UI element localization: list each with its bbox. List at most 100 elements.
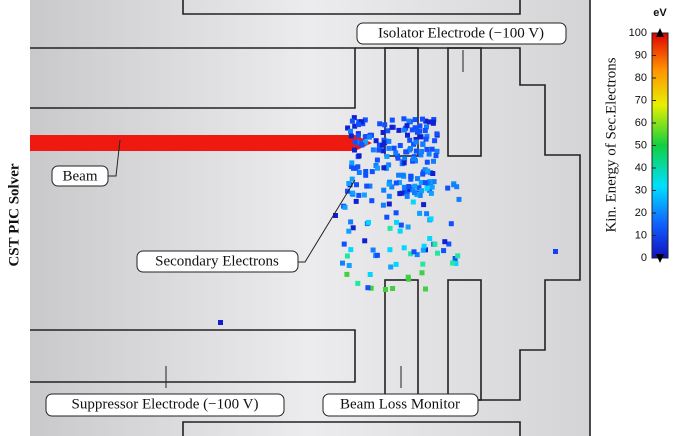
particle [345,254,350,259]
beam [30,135,372,151]
particle [402,128,407,133]
particle [432,138,437,143]
particle [405,123,410,128]
particle [349,160,354,165]
particle [381,203,386,208]
particle [441,248,446,253]
particle [434,153,439,158]
particle [423,180,428,185]
particle [394,181,399,186]
particle [390,125,395,130]
particle [390,286,395,291]
particle [405,194,410,199]
particle [455,253,460,258]
colorbar-tick-label: 60 [635,117,647,129]
particle [351,166,356,171]
particle [435,251,440,256]
particle [421,202,426,207]
particle [402,160,407,165]
particle [346,229,351,234]
particle [450,261,455,266]
particle [430,185,435,190]
particle [396,128,401,133]
particle [403,150,408,155]
particle [398,229,403,234]
particle [454,184,459,189]
particle [218,320,223,325]
particle [418,134,423,139]
particle [420,262,425,267]
particle [431,121,436,126]
particle [402,245,407,250]
colorbar-tick-label: 20 [635,207,647,219]
particle [355,281,360,286]
particle [412,184,417,189]
side-label: CST PIC Solver [6,163,22,266]
particle [364,184,369,189]
particle [383,287,388,292]
particle [411,200,416,205]
particle [352,148,357,153]
particle [417,211,422,216]
label: Isolator Electrode (−100 V) [378,25,544,41]
particle [393,150,398,155]
particle [357,170,362,175]
particle [435,149,440,154]
particle [365,285,370,290]
particle [377,121,382,126]
particle [387,182,392,187]
particle [381,130,386,135]
figure: Beam Secondary Electrons Isolator Electr… [0,0,685,436]
particle [348,129,353,134]
particle [387,202,392,207]
particle [401,116,406,121]
particle [354,182,359,187]
particle [359,143,364,148]
particle [434,131,439,136]
colorbar-tick-label: 90 [635,49,647,61]
particle [366,220,371,225]
particle [386,139,391,144]
particle [425,160,430,165]
particle [386,146,391,151]
particle [388,265,393,270]
particle [417,123,422,128]
particle [419,188,424,193]
particle [356,133,361,138]
colorbar-tick-label: 0 [641,252,647,264]
particle [346,181,351,186]
label: Beam Loss Monitor [340,396,460,412]
particle [408,177,413,182]
particle [363,169,368,174]
particle [376,148,381,153]
particle [348,247,353,252]
particle [387,194,392,199]
particle [392,146,397,151]
particle [427,236,432,241]
particle [357,153,362,158]
particle [348,219,353,224]
particle [410,127,415,132]
particle [424,137,429,142]
particle [375,166,380,171]
particle [413,117,418,122]
particle [394,210,399,215]
particle [350,119,355,124]
particle [414,149,419,154]
colorbar-tick-label: 40 [635,162,647,174]
colorbar-tick-label: 50 [635,139,647,151]
particle [398,143,403,148]
particle [362,193,367,198]
particle [371,248,376,253]
label: Beam [63,168,98,184]
particle [380,143,385,148]
particle [384,154,389,159]
particle [421,248,426,253]
particle [553,249,558,254]
particle [406,225,411,230]
particle [430,147,435,152]
particle [356,193,361,198]
particle [351,225,356,230]
particle [427,152,432,157]
particle [420,142,425,147]
